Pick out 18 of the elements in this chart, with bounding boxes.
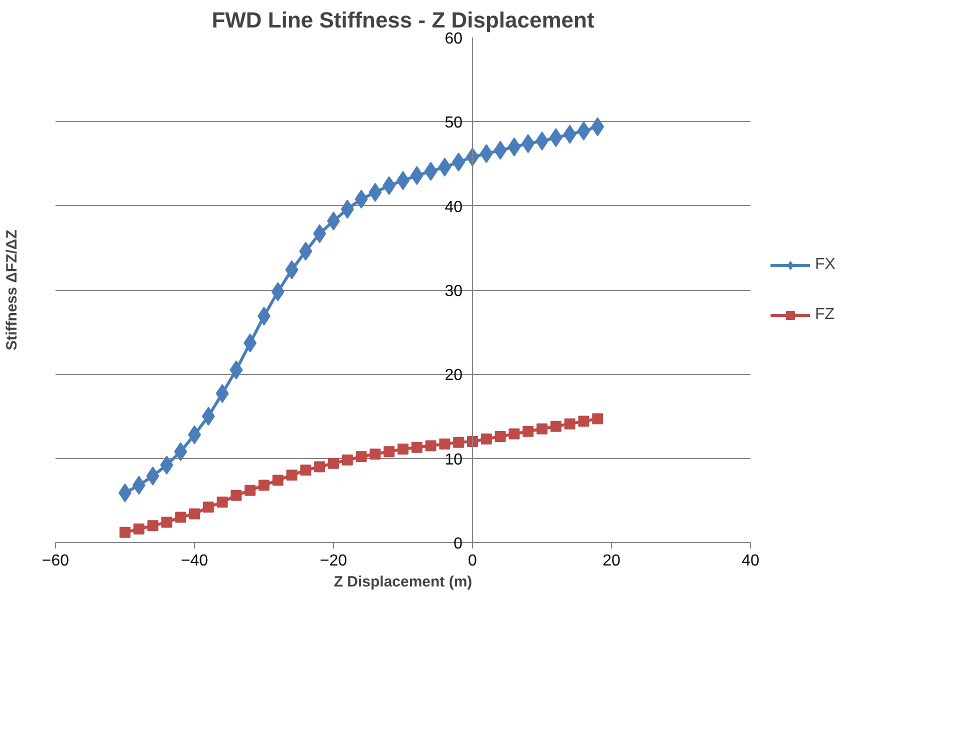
x-tick-label: −40 [180,552,208,570]
x-tick-label: −20 [320,552,348,570]
y-tick-label: 30 [444,283,463,300]
chart-title: FWD Line Stiffness - Z Displacement [212,8,595,32]
x-tick-label: 20 [602,552,620,570]
legend-label: FZ [815,306,836,324]
y-tick-label: 40 [444,198,463,216]
y-tick-label: 60 [444,30,463,48]
x-axis-title: Z Displacement (m) [334,574,472,590]
y-axis-title: Stiffness ΔFZ/ΔZ [4,230,21,350]
y-tick-label: 0 [454,536,463,552]
y-tick-label: 20 [444,367,463,384]
legend-label: FX [815,256,836,274]
y-tick-label: 10 [444,451,463,468]
x-tick-label: 0 [468,552,478,570]
y-tick-label: 50 [444,114,463,132]
x-tick-label: 40 [742,552,760,570]
x-tick-label: −60 [42,552,70,570]
